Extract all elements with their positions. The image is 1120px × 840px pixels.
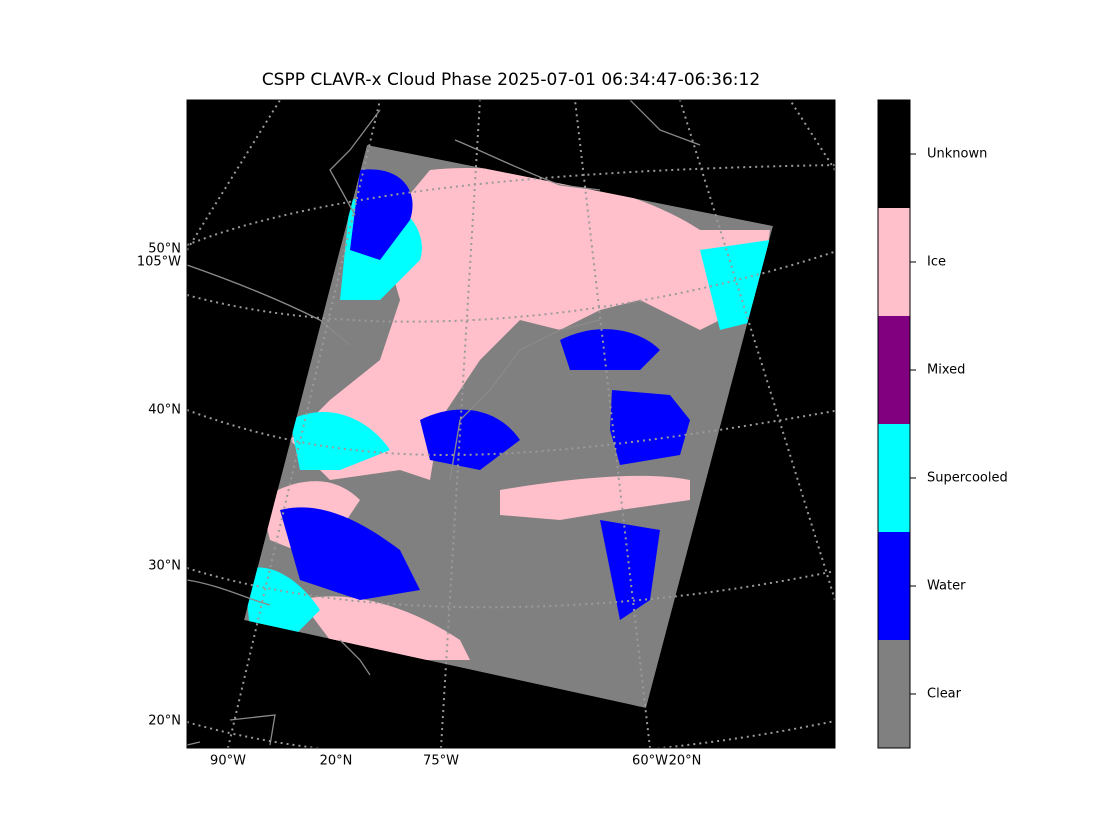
graticule: [187, 409, 835, 456]
map-frame: [186, 99, 836, 749]
water-area: [350, 169, 413, 260]
colorbar-label: Unknown: [927, 147, 987, 162]
supercooled-area: [244, 567, 320, 640]
satellite-swath: [244, 145, 773, 708]
colorbar-label: Water: [927, 579, 966, 594]
lat-label: 20°N: [320, 754, 353, 769]
supercooled-area: [290, 411, 390, 470]
lon-label: 60°W: [632, 754, 668, 769]
ice-area: [300, 596, 470, 660]
map: [187, 100, 835, 748]
graticule: [187, 567, 835, 609]
ice-area: [500, 475, 690, 520]
lat-label: 20°N: [669, 754, 702, 769]
colorbar-segment: [878, 316, 910, 424]
graticule: [440, 100, 481, 748]
map-title: CSPP CLAVR-x Cloud Phase 2025-07-01 06:3…: [262, 70, 760, 90]
colorbar-segment: [878, 424, 910, 532]
water-area: [600, 520, 660, 620]
water-area: [610, 390, 690, 465]
lon-label: 90°W: [210, 754, 246, 769]
colorbar: Unknown Ice Mixed Supercooled Water Clear: [877, 99, 1008, 749]
colorbar-segment: [878, 100, 910, 208]
graticule: [789, 100, 835, 171]
graticule: [574, 100, 651, 748]
lon-label: 75°W: [423, 754, 459, 769]
coastline: [187, 100, 701, 746]
lat-label: 40°N: [148, 403, 181, 418]
lat-label: 50°N: [148, 242, 181, 257]
colorbar-label: Ice: [927, 255, 946, 270]
colorbar-label: Mixed: [927, 363, 965, 378]
colorbar-frame: [877, 99, 911, 749]
lon-label: 105°W: [137, 255, 181, 270]
colorbar-segment: [878, 208, 910, 316]
water-area: [280, 507, 420, 600]
lat-label: 30°N: [148, 559, 181, 574]
colorbar-segment: [878, 640, 910, 748]
lat-label: 20°N: [148, 714, 181, 729]
colorbar-label: Supercooled: [927, 471, 1008, 486]
colorbar-label: Clear: [927, 687, 962, 702]
water-area: [560, 329, 660, 370]
colorbar-segment: [878, 532, 910, 640]
